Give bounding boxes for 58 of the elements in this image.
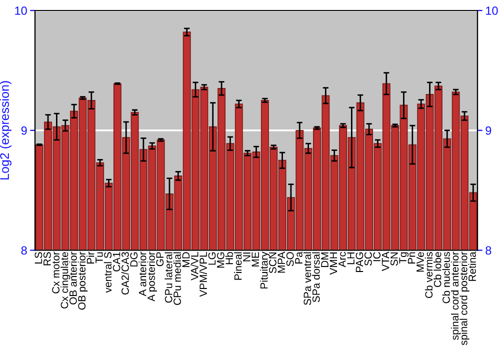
x-tick-label: CA1 (112, 252, 120, 272)
x-tick-label: VA/VL (190, 252, 198, 280)
x-tick-label: CPu medial (173, 252, 181, 305)
x-tick-label: IC (373, 252, 381, 262)
x-tick-label: A anterior (138, 252, 146, 296)
x-tick-label: CPu lateral (164, 252, 172, 303)
x-tick-label: Tu (96, 252, 103, 264)
x-tick-label: Pineal (234, 252, 242, 280)
x-tick-label: SN (390, 252, 398, 266)
x-tick-label: MPA (278, 252, 285, 273)
y2-tick-label: 8 (486, 246, 492, 255)
x-tick-label: PAG (356, 252, 364, 272)
x-tick-label: Hb (225, 252, 234, 264)
x-tick-label: SCN (269, 252, 276, 274)
x-tick-label: VTA (382, 252, 390, 272)
x-tick-label: LH (347, 252, 354, 264)
x-tick-label: SO (286, 252, 294, 266)
x-tick-label: MVe (416, 252, 424, 272)
x-tick-label: Cb vermis (424, 252, 433, 298)
x-tick-label: MG (216, 252, 224, 268)
x-tick-label: SC (364, 252, 372, 266)
x-tick-label: Retina (468, 252, 476, 281)
x-tick-label: CA2/CA3 (121, 252, 129, 295)
x-tick-label: ME (252, 252, 259, 266)
x-tick-label: spinal cord posterior (460, 252, 470, 346)
x-tick-label: A posterior (147, 252, 157, 302)
x-tick-label: Pn (408, 252, 416, 264)
x-tick-label: DG (130, 252, 138, 266)
x-tick-label: Tg (399, 252, 409, 264)
x-tick-label: DM (321, 252, 328, 267)
x-tick-label: Cb lobe (434, 252, 442, 288)
x-tick-label: ventral S (104, 252, 112, 293)
x-tick-label: SPa dorsal (312, 252, 320, 302)
x-tick-label: Pir (86, 252, 94, 264)
y-axis-title: Log2 (expression) (0, 81, 12, 180)
x-tick-label: Cx cingulate (60, 252, 70, 308)
x-tick-label: OB anterior (69, 252, 77, 304)
x-tick-label: GP (156, 252, 164, 266)
x-tick-label: Pituitary (260, 252, 270, 288)
x-tick-label: spinal cord anterior (450, 252, 461, 340)
x-tick-label: SPa ventral (303, 252, 312, 306)
x-tick-label: VPM/VPL (199, 252, 207, 297)
x-tick-label: Cb nucleus (442, 252, 450, 304)
y-tick-label: 8 (21, 246, 27, 255)
y2-tick-label: 9 (486, 126, 492, 135)
x-tick-label: RS (43, 252, 51, 266)
x-tick-label: OB posterior (78, 252, 88, 310)
y-tick-label: 9 (21, 126, 27, 135)
x-tick-label: NI (243, 252, 250, 262)
x-tick-label: VMH (330, 252, 338, 275)
x-tick-label: LS (34, 252, 42, 264)
y2-tick-label: 10 (486, 6, 498, 15)
x-tick-label: Cx motor (52, 252, 60, 294)
x-tick-label: LG (208, 252, 216, 265)
x-tick-label: Arc (338, 252, 346, 268)
y-tick-label: 10 (15, 6, 27, 15)
x-tick-label: MD (182, 252, 190, 267)
x-tick-label: Pa (295, 252, 302, 264)
